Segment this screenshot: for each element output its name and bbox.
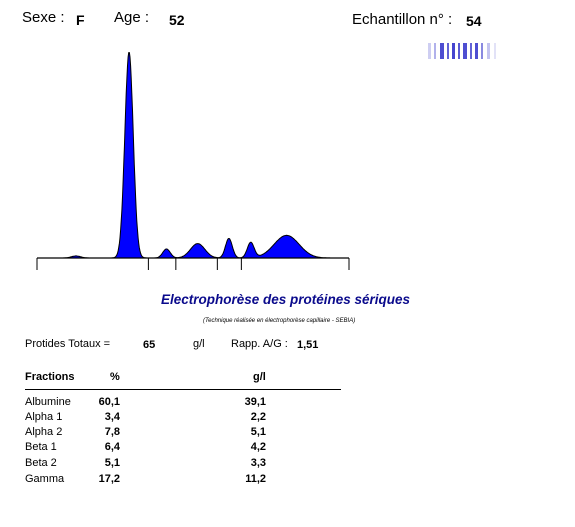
protides-unit: g/l xyxy=(193,338,205,350)
fraction-name: Beta 1 xyxy=(25,441,57,453)
fraction-gl: 39,1 xyxy=(244,396,266,408)
barcode-image xyxy=(428,43,508,59)
age-label: Age : xyxy=(114,9,150,26)
electrophoresis-chart xyxy=(36,52,350,270)
table-header-rule xyxy=(25,389,341,390)
fraction-percent: 5,1 xyxy=(104,457,120,469)
fraction-gl: 4,2 xyxy=(250,441,266,453)
sexe-label: Sexe : xyxy=(22,9,65,26)
echantillon-value: 54 xyxy=(466,13,482,29)
ratio-label: Rapp. A/G : xyxy=(231,338,288,350)
protides-label: Protides Totaux = xyxy=(25,338,111,350)
fraction-percent: 17,2 xyxy=(98,473,120,485)
fraction-percent: 7,8 xyxy=(104,426,120,438)
chart-subtitle: (Technique réalisée en électrophorèse ca… xyxy=(203,318,356,324)
fraction-name: Albumine xyxy=(25,396,71,408)
ratio-value: 1,51 xyxy=(297,339,319,351)
column-header-percent: % xyxy=(110,371,120,383)
column-header-fractions: Fractions xyxy=(25,371,75,383)
fraction-gl: 11,2 xyxy=(245,473,266,485)
chart-title: Electrophorèse des protéines sériques xyxy=(160,292,411,307)
fraction-name: Alpha 2 xyxy=(25,426,63,438)
protides-value: 65 xyxy=(143,339,156,351)
age-value: 52 xyxy=(169,12,185,28)
fraction-percent: 3,4 xyxy=(104,411,120,423)
echantillon-label: Echantillon n° : xyxy=(352,11,453,28)
protein-curve xyxy=(37,52,349,259)
fraction-name: Beta 2 xyxy=(25,457,57,469)
sexe-value: F xyxy=(76,12,85,28)
fraction-gl: 5,1 xyxy=(250,426,266,438)
fraction-ticks xyxy=(36,258,350,270)
fraction-name: Gamma xyxy=(25,473,65,485)
fraction-name: Alpha 1 xyxy=(25,411,63,423)
fraction-gl: 3,3 xyxy=(250,457,266,469)
fraction-gl: 2,2 xyxy=(250,411,266,423)
fraction-percent: 60,1 xyxy=(98,396,120,408)
column-header-gl: g/l xyxy=(253,371,266,383)
fraction-percent: 6,4 xyxy=(104,441,120,453)
